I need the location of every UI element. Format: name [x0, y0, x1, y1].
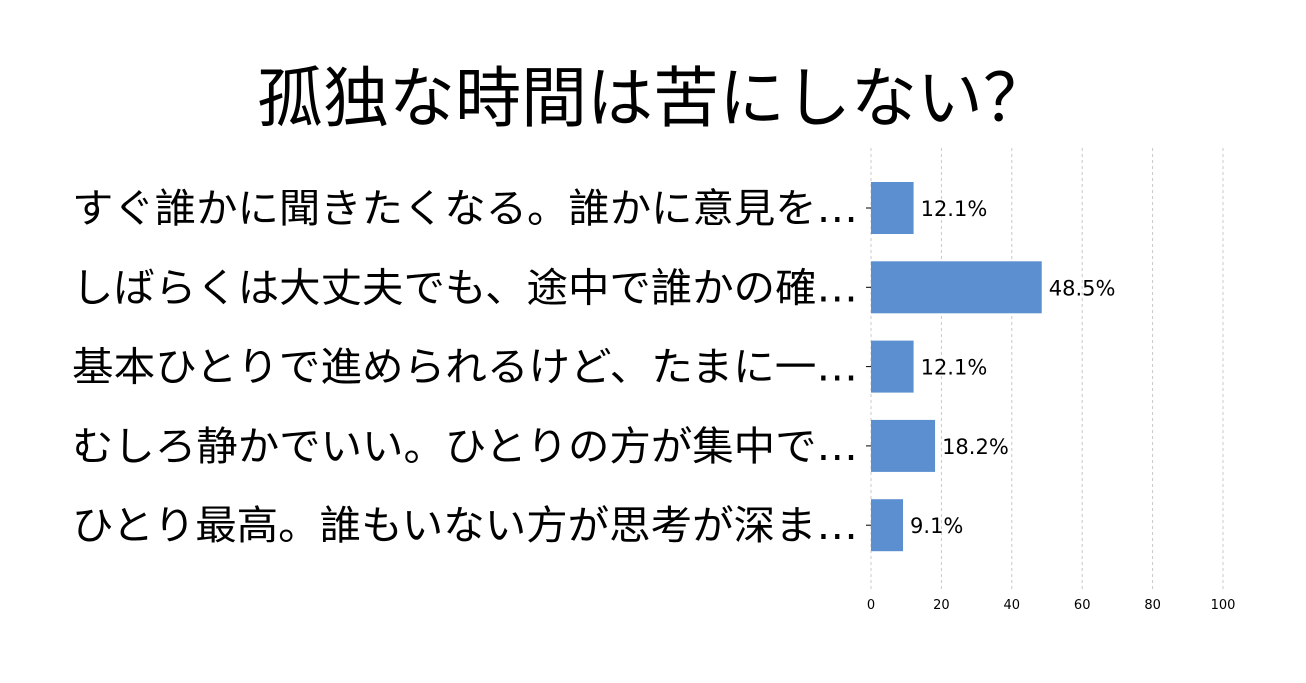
x-tick-label: 20	[933, 598, 950, 613]
chart-title: 孤独な時間は苦にしない？	[257, 60, 1049, 137]
value-label: 48.5%	[1049, 276, 1116, 300]
x-tick-label: 0	[867, 598, 875, 613]
category-label: しばらくは大丈夫でも、途中で誰かの確…	[72, 265, 858, 311]
value-label: 9.1%	[910, 514, 963, 538]
value-labels: 12.1% 48.5% 12.1% 18.2% 9.1%	[910, 197, 1115, 538]
bar	[871, 499, 904, 552]
category-label: 基本ひとりで進められるけど、たまに一…	[72, 345, 858, 391]
bar	[871, 419, 936, 472]
value-label: 12.1%	[921, 356, 988, 380]
value-label: 12.1%	[921, 197, 988, 221]
bars	[866, 182, 1042, 552]
x-axis-ticks: 0 20 40 60 80 100	[867, 598, 1236, 613]
category-label: むしろ静かでいい。ひとりの方が集中で…	[72, 424, 858, 470]
x-tick-label: 80	[1144, 598, 1161, 613]
category-labels: すぐ誰かに聞きたくなる。誰かに意見を… しばらくは大丈夫でも、途中で誰かの確… 基本…	[72, 186, 858, 549]
bar	[871, 261, 1042, 314]
bar	[871, 340, 914, 393]
x-tick-label: 40	[1004, 598, 1021, 613]
category-label: ひとり最高。誰もいない方が思考が深ま…	[72, 503, 858, 549]
x-tick-label: 60	[1074, 598, 1091, 613]
value-label: 18.2%	[942, 435, 1009, 459]
x-tick-label: 100	[1211, 598, 1236, 613]
bar	[871, 182, 914, 234]
category-label: すぐ誰かに聞きたくなる。誰かに意見を…	[72, 186, 858, 232]
